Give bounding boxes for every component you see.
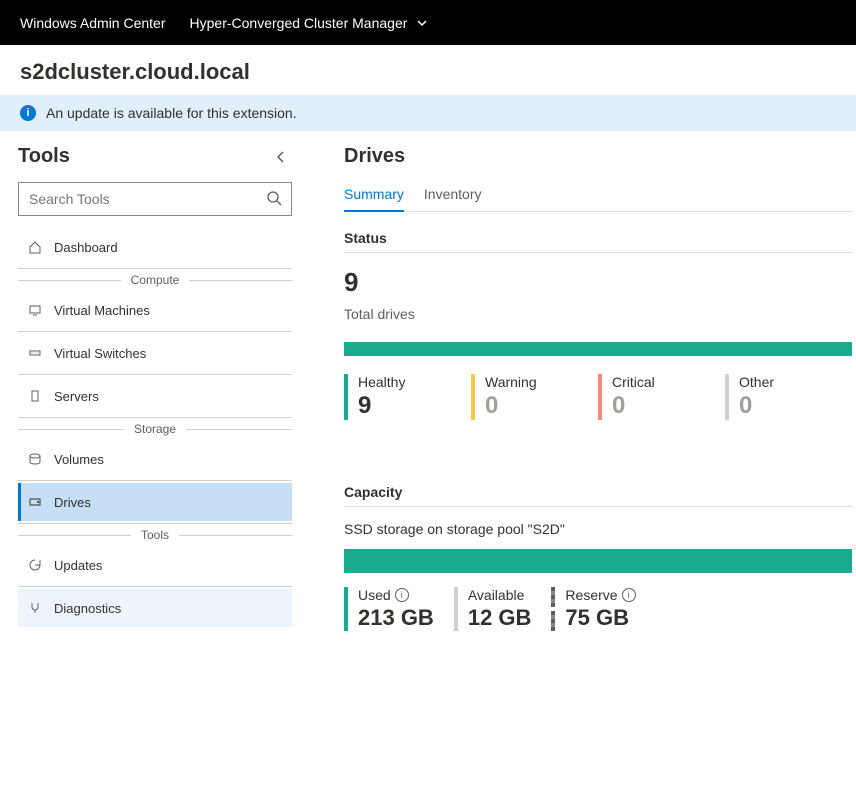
sidebar-item-label: Diagnostics xyxy=(54,601,121,616)
status-cell-value: 0 xyxy=(612,392,725,420)
tabs: Summary Inventory xyxy=(344,186,852,212)
switch-icon xyxy=(26,346,44,360)
capacity-description: SSD storage on storage pool "S2D" xyxy=(344,521,852,537)
divider xyxy=(18,523,292,524)
sidebar-item-drives[interactable]: Drives xyxy=(18,483,292,521)
capacity-reserve-value: 75 GB xyxy=(565,605,635,631)
search-input[interactable] xyxy=(18,182,292,216)
status-cell-value: 9 xyxy=(358,392,471,420)
sidebar-item-label: Volumes xyxy=(54,452,104,467)
tools-heading: Tools xyxy=(18,145,70,168)
capacity-grid: Usedi 213 GB Available 12 GB Reservei 75… xyxy=(344,587,852,631)
context-dropdown[interactable]: Hyper-Converged Cluster Manager xyxy=(190,15,430,31)
cluster-title: s2dcluster.cloud.local xyxy=(0,45,856,95)
updates-icon xyxy=(26,558,44,572)
main-content: Drives Summary Inventory Status 9 Total … xyxy=(310,131,856,651)
brand-label[interactable]: Windows Admin Center xyxy=(20,15,166,31)
status-grid: Healthy 9 Warning 0 Critical 0 Other 0 xyxy=(344,374,852,420)
status-cell-label: Healthy xyxy=(358,374,471,390)
divider xyxy=(18,268,292,269)
top-bar: Windows Admin Center Hyper-Converged Clu… xyxy=(0,0,856,45)
capacity-available-value: 12 GB xyxy=(468,605,532,631)
tab-summary[interactable]: Summary xyxy=(344,186,404,212)
update-banner-text: An update is available for this extensio… xyxy=(46,105,297,121)
status-cell-warning: Warning 0 xyxy=(471,374,598,420)
chevron-down-icon xyxy=(415,16,429,30)
section-storage: Storage xyxy=(18,422,292,436)
capacity-reserve-label: Reserve xyxy=(565,587,617,603)
divider xyxy=(18,586,292,587)
divider xyxy=(18,374,292,375)
server-icon xyxy=(26,389,44,403)
search-icon xyxy=(266,190,282,206)
capacity-heading: Capacity xyxy=(344,484,852,507)
sidebar-item-dashboard[interactable]: Dashboard xyxy=(18,228,292,266)
status-cell-healthy: Healthy 9 xyxy=(344,374,471,420)
capacity-bar xyxy=(344,549,852,573)
status-cell-value: 0 xyxy=(739,392,852,420)
capacity-available: Available 12 GB xyxy=(454,587,552,631)
status-cell-label: Warning xyxy=(485,374,598,390)
sidebar-item-label: Virtual Switches xyxy=(54,346,146,361)
page-title: Drives xyxy=(344,145,852,168)
collapse-sidebar-button[interactable] xyxy=(270,146,292,168)
search-tools-wrap xyxy=(18,182,292,216)
section-compute: Compute xyxy=(18,273,292,287)
drive-icon xyxy=(26,495,44,509)
sidebar-item-label: Virtual Machines xyxy=(54,303,150,318)
info-icon: i xyxy=(20,105,36,121)
sidebar-item-virtual-switches[interactable]: Virtual Switches xyxy=(18,334,292,372)
sidebar: Tools Dashboard Compute Virtual Machines xyxy=(0,131,310,651)
divider xyxy=(18,331,292,332)
vm-icon xyxy=(26,303,44,317)
divider xyxy=(18,480,292,481)
info-icon[interactable]: i xyxy=(395,588,409,602)
sidebar-item-label: Dashboard xyxy=(54,240,118,255)
capacity-available-label: Available xyxy=(468,587,525,603)
sidebar-item-label: Updates xyxy=(54,558,102,573)
sidebar-item-servers[interactable]: Servers xyxy=(18,377,292,415)
status-cell-critical: Critical 0 xyxy=(598,374,725,420)
status-cell-label: Critical xyxy=(612,374,725,390)
update-banner: i An update is available for this extens… xyxy=(0,95,856,131)
capacity-used-value: 213 GB xyxy=(358,605,434,631)
status-bar xyxy=(344,342,852,356)
tab-inventory[interactable]: Inventory xyxy=(424,186,482,211)
sidebar-item-updates[interactable]: Updates xyxy=(18,546,292,584)
total-drives-value: 9 xyxy=(344,267,852,298)
status-cell-value: 0 xyxy=(485,392,598,420)
capacity-reserve: Reserve i 75 GB xyxy=(551,587,655,631)
sidebar-item-label: Drives xyxy=(54,495,91,510)
home-icon xyxy=(26,240,44,254)
capacity-used-label: Used xyxy=(358,587,391,603)
status-heading: Status xyxy=(344,230,852,253)
context-label: Hyper-Converged Cluster Manager xyxy=(190,15,408,31)
status-cell-label: Other xyxy=(739,374,852,390)
divider xyxy=(18,417,292,418)
sidebar-item-volumes[interactable]: Volumes xyxy=(18,440,292,478)
sidebar-item-virtual-machines[interactable]: Virtual Machines xyxy=(18,291,292,329)
info-icon[interactable]: i xyxy=(622,588,636,602)
sidebar-item-diagnostics[interactable]: Diagnostics xyxy=(18,589,292,627)
diagnostics-icon xyxy=(26,601,44,615)
status-cell-other: Other 0 xyxy=(725,374,852,420)
capacity-used: Usedi 213 GB xyxy=(344,587,454,631)
volume-icon xyxy=(26,452,44,466)
sidebar-item-label: Servers xyxy=(54,389,99,404)
total-drives-label: Total drives xyxy=(344,306,852,322)
section-tools: Tools xyxy=(18,528,292,542)
